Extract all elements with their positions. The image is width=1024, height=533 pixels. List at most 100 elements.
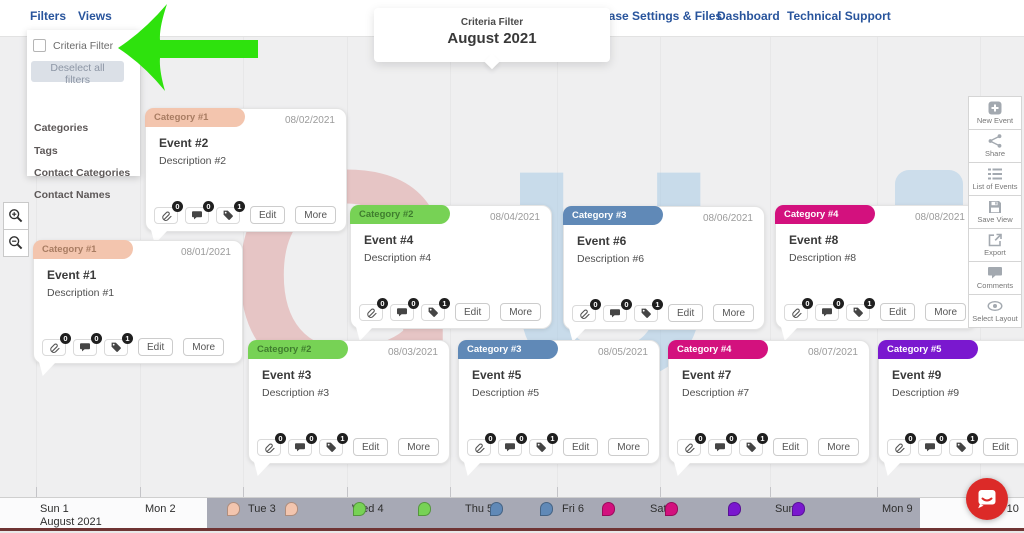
zoom-out-button[interactable] — [3, 229, 29, 257]
comments-button[interactable]: 0 — [498, 432, 527, 456]
attachments-button[interactable]: 0 — [359, 297, 388, 321]
attachments-button[interactable]: 0 — [257, 432, 286, 456]
comments-button[interactable]: 0 — [918, 432, 947, 456]
day-gridline — [243, 36, 244, 497]
nav-dashboard[interactable]: Dashboard — [717, 9, 780, 23]
more-button[interactable]: More — [818, 438, 860, 456]
event-date: 08/06/2021 — [702, 213, 753, 224]
tags-button[interactable]: 1 — [529, 432, 558, 456]
edit-button[interactable]: Edit — [138, 338, 174, 356]
save-view-button[interactable]: Save View — [968, 195, 1022, 229]
timeline-event-marker[interactable] — [285, 502, 298, 516]
nav-filters[interactable]: Filters — [30, 9, 67, 23]
attachments-button[interactable]: 0 — [784, 297, 813, 321]
comments-button[interactable]: 0 — [185, 200, 214, 224]
timeline-event-marker[interactable] — [490, 502, 503, 516]
comments-button[interactable]: 0 — [73, 332, 102, 356]
event-description: Description #2 — [159, 155, 227, 167]
tags-button[interactable]: 1 — [949, 432, 978, 456]
attachments-button[interactable]: 0 — [42, 332, 71, 356]
edit-button[interactable]: Edit — [880, 303, 916, 321]
tags-count: 1 — [234, 200, 245, 212]
share-button[interactable]: Share — [968, 129, 1022, 163]
export-button[interactable]: Export — [968, 228, 1022, 262]
day-tick — [450, 487, 451, 497]
comments-button[interactable]: 0 — [708, 432, 737, 456]
card-pointer — [781, 327, 798, 341]
more-button[interactable]: More — [398, 438, 440, 456]
attachments-button[interactable]: 0 — [154, 200, 183, 224]
edit-button[interactable]: Edit — [353, 438, 389, 456]
filter-item-categories[interactable]: Categories — [34, 122, 89, 134]
deselect-all-filters-button[interactable]: Deselect all filters — [31, 61, 124, 86]
more-button[interactable]: More — [925, 303, 967, 321]
card-pointer — [39, 362, 56, 376]
timeline-event-marker[interactable] — [602, 502, 615, 516]
timeline-month-label: August 2021 — [40, 516, 102, 528]
nav-views[interactable]: Views — [78, 9, 112, 23]
nav-case-settings-files[interactable]: Case Settings & Files — [600, 9, 723, 23]
attachments-button[interactable]: 0 — [887, 432, 916, 456]
category-badge: Category #5 — [878, 340, 978, 359]
attachments-button[interactable]: 0 — [677, 432, 706, 456]
comments-button[interactable]: 0 — [815, 297, 844, 321]
attachments-count: 0 — [695, 432, 706, 444]
attachments-button[interactable]: 0 — [467, 432, 496, 456]
edit-button[interactable]: Edit — [250, 206, 286, 224]
list-of-events-button[interactable]: List of Events — [968, 162, 1022, 196]
more-button[interactable]: More — [713, 304, 755, 322]
tags-button[interactable]: 1 — [739, 432, 768, 456]
filter-item-tags[interactable]: Tags — [34, 145, 58, 157]
more-button[interactable]: More — [500, 303, 542, 321]
nav-technical-support[interactable]: Technical Support — [787, 9, 891, 23]
edit-button[interactable]: Edit — [668, 304, 704, 322]
event-description: Description #5 — [472, 387, 540, 399]
comments-button[interactable]: 0 — [390, 297, 419, 321]
select-layout-button[interactable]: Select Layout — [968, 294, 1022, 328]
event-description: Description #8 — [789, 252, 857, 264]
more-button[interactable]: More — [183, 338, 225, 356]
comments-button-toolbar[interactable]: Comments — [968, 261, 1022, 295]
comment-icon — [715, 443, 725, 452]
filter-item-contact-categories[interactable]: Contact Categories — [34, 167, 131, 179]
filter-item-contact-names[interactable]: Contact Names — [34, 189, 111, 201]
timeline-event-marker[interactable] — [540, 502, 553, 516]
new-event-button[interactable]: New Event — [968, 96, 1022, 130]
more-button[interactable]: More — [295, 206, 337, 224]
timeline-day: Mon 2 — [145, 503, 176, 515]
event-date: 08/04/2021 — [489, 212, 540, 223]
tags-button[interactable]: 1 — [104, 332, 133, 356]
timeline-event-marker[interactable] — [665, 502, 678, 516]
attachments-count: 0 — [905, 432, 916, 444]
timeline-event-marker[interactable] — [418, 502, 431, 516]
day-tick — [36, 487, 37, 497]
comments-count: 0 — [621, 298, 632, 310]
tag-icon — [853, 307, 863, 317]
comments-button[interactable]: 0 — [288, 432, 317, 456]
comments-button[interactable]: 0 — [603, 298, 632, 322]
event-card: Category #3 08/06/2021 Event #6 Descript… — [563, 206, 765, 342]
edit-button[interactable]: Edit — [983, 438, 1019, 456]
edit-button[interactable]: Edit — [455, 303, 491, 321]
edit-button[interactable]: Edit — [563, 438, 599, 456]
edit-button[interactable]: Edit — [773, 438, 809, 456]
timeline-event-marker[interactable] — [728, 502, 741, 516]
timeline-event-marker[interactable] — [227, 502, 240, 516]
chat-launcher-button[interactable] — [966, 478, 1008, 520]
timeline-event-marker[interactable] — [353, 502, 366, 516]
paperclip-icon — [685, 443, 695, 453]
attachments-button[interactable]: 0 — [572, 298, 601, 322]
more-button[interactable]: More — [608, 438, 650, 456]
timeline-event-marker[interactable] — [792, 502, 805, 516]
tags-button[interactable]: 1 — [319, 432, 348, 456]
criteria-filter-checkbox[interactable] — [33, 39, 46, 52]
tags-button[interactable]: 1 — [216, 200, 245, 224]
comment-icon — [925, 443, 935, 452]
tags-button[interactable]: 1 — [421, 297, 450, 321]
export-icon — [988, 233, 1002, 247]
timeline-bar[interactable]: Sun 1 Mon 2 Tue 3 Wed 4 Thu 5 Fri 6 Sat … — [0, 497, 1024, 529]
zoom-controls — [3, 202, 29, 257]
zoom-in-button[interactable] — [3, 202, 29, 230]
tags-button[interactable]: 1 — [846, 297, 875, 321]
tags-button[interactable]: 1 — [634, 298, 663, 322]
